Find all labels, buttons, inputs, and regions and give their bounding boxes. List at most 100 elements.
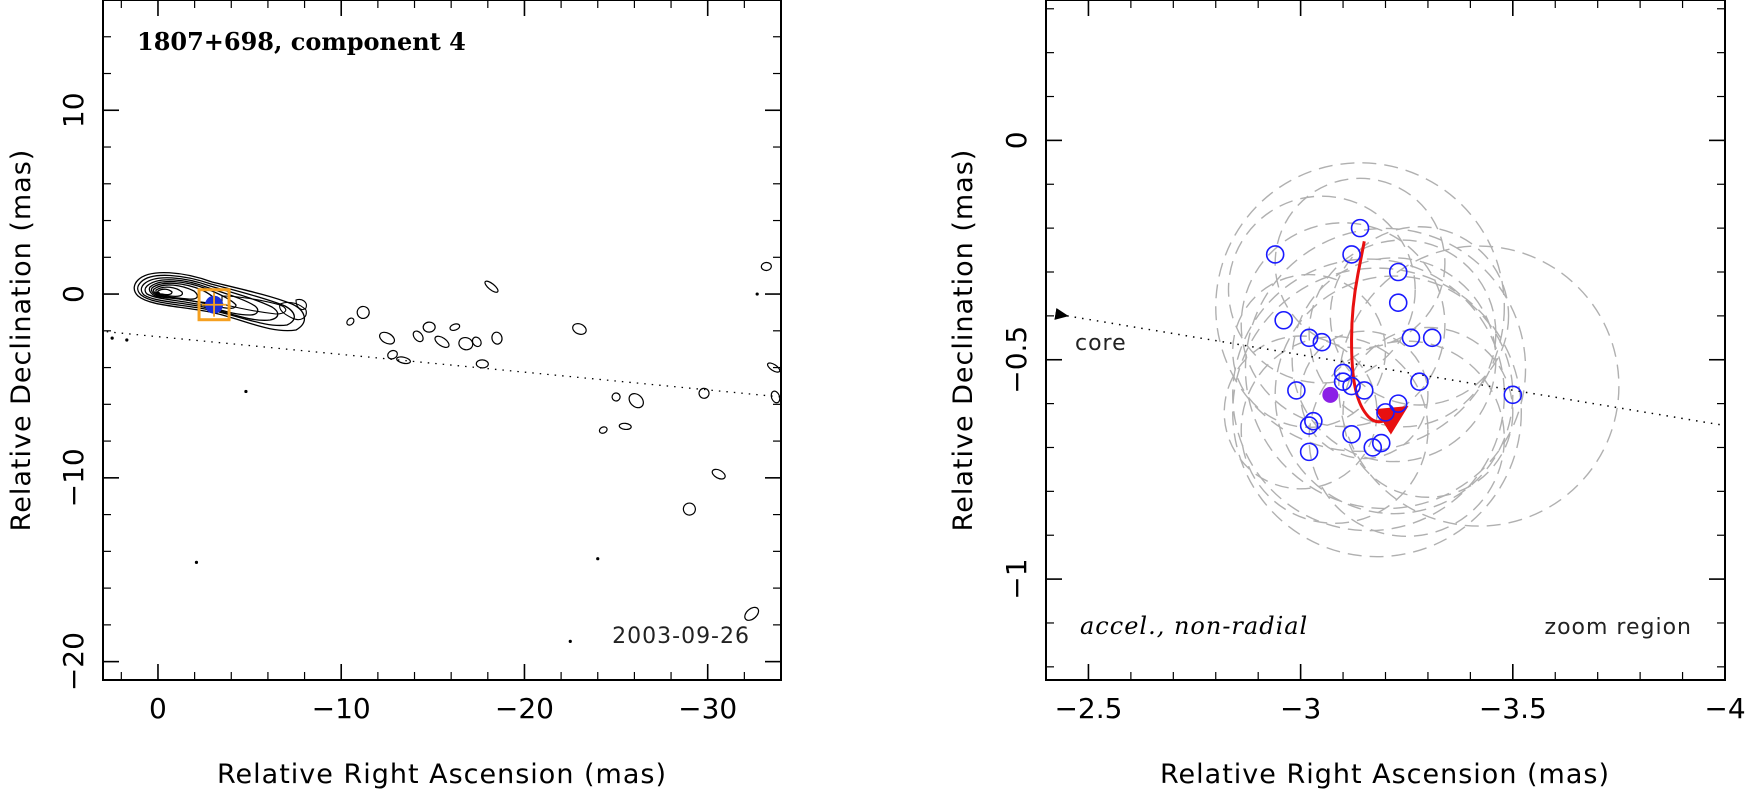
uncertainty-circle xyxy=(1227,195,1416,384)
component-position-point xyxy=(1376,403,1395,422)
x-tick-label: −3.5 xyxy=(1479,692,1547,725)
contour-island xyxy=(449,323,461,332)
core-label: core xyxy=(1075,331,1127,356)
component-position-point xyxy=(1287,381,1306,400)
core-peak-dot xyxy=(155,291,161,297)
uncertainty-circle xyxy=(1240,335,1429,524)
jet-contour xyxy=(144,279,259,316)
component-position-point xyxy=(1503,385,1523,405)
component-position-point xyxy=(1354,381,1374,400)
contour-island xyxy=(396,356,411,365)
component-position-point xyxy=(1312,332,1332,352)
component-position-point xyxy=(1299,416,1319,435)
contour-island xyxy=(598,426,608,434)
right-panel: −2.5 −3 −3.5 −4 0 −0.5 −1 core accel., non-rad… xyxy=(948,0,1746,790)
component-position-point xyxy=(1342,245,1361,264)
jet-contour xyxy=(148,280,237,309)
component-position-point xyxy=(1388,262,1408,282)
left-panel-title: 1807+698, component 4 xyxy=(137,27,466,56)
contour-island xyxy=(770,390,781,404)
left-contour-islands xyxy=(346,261,781,621)
contour-island xyxy=(744,606,760,621)
contour-island xyxy=(434,335,450,349)
uncertainty-circles xyxy=(1215,162,1620,558)
jet-contour xyxy=(152,284,199,300)
y-tick-label: −10 xyxy=(57,448,90,507)
left-ticks: 0 −10 −20 −30 10 0 −10 −20 xyxy=(57,0,782,725)
contour-island xyxy=(346,317,355,326)
noise-dot xyxy=(568,639,572,644)
component-position-point xyxy=(1304,411,1323,431)
right-jet-axis xyxy=(1054,307,1725,427)
component-position-point xyxy=(1342,425,1361,444)
noise-dot xyxy=(194,560,199,564)
uncertainty-circle xyxy=(1308,239,1497,428)
contour-island xyxy=(356,305,370,320)
uncertainty-circle xyxy=(1244,227,1527,510)
component-highlight-box xyxy=(197,288,231,322)
left-noise-dots xyxy=(110,292,759,644)
uncertainty-circle xyxy=(1329,226,1510,406)
component-position-point xyxy=(1410,372,1429,391)
uncertainty-circle xyxy=(1232,267,1522,558)
contour-island xyxy=(475,359,489,369)
zoom-region-label: zoom region xyxy=(1545,615,1692,640)
x-tick-label: −10 xyxy=(312,692,371,725)
contour-island xyxy=(628,393,644,409)
contour-island xyxy=(682,502,696,516)
y-tick-label: 0 xyxy=(1000,131,1033,149)
contour-island xyxy=(458,336,474,351)
left-panel: 0 −10 −20 −30 10 0 −10 −20 xyxy=(6,0,782,790)
component-position-point xyxy=(1299,328,1319,348)
component-position-point xyxy=(1333,363,1353,383)
contour-island xyxy=(491,331,503,345)
noise-dot xyxy=(596,557,600,561)
jet-contour xyxy=(136,274,295,327)
noise-dot xyxy=(110,336,114,340)
component-position-point xyxy=(1265,245,1285,264)
x-tick-label: −4 xyxy=(1704,692,1745,725)
contour-island xyxy=(698,387,710,399)
uncertainty-circle xyxy=(1215,162,1506,453)
uncertainty-circle xyxy=(1291,257,1497,463)
component-position-point xyxy=(1333,372,1353,391)
left-plot-frame xyxy=(102,0,782,681)
x-tick-label: −3 xyxy=(1280,692,1321,725)
x-tick-label: −20 xyxy=(495,692,554,725)
contour-island xyxy=(760,261,772,272)
jet-contour xyxy=(221,295,287,315)
left-contour-map xyxy=(133,271,307,332)
right-y-axis-title: Relative Declination (mas) xyxy=(948,149,979,532)
uncertainty-circle xyxy=(1274,275,1514,515)
x-tick-label: −2.5 xyxy=(1054,692,1122,725)
noise-dot xyxy=(244,389,248,394)
contour-island xyxy=(387,349,398,360)
uncertainty-circle xyxy=(1232,258,1506,532)
component-position-point xyxy=(1350,218,1370,238)
x-tick-label: 0 xyxy=(149,692,167,725)
trajectory-arrow xyxy=(1350,241,1409,435)
component-position-point xyxy=(1371,433,1391,453)
uncertainty-circle xyxy=(1308,340,1506,538)
jet-contour xyxy=(279,301,307,321)
uncertainty-circle xyxy=(1299,330,1429,460)
right-ticks: −2.5 −3 −3.5 −4 0 −0.5 −1 xyxy=(1000,0,1746,725)
contour-island xyxy=(766,362,781,373)
component-position-point xyxy=(1299,442,1319,462)
component-position-point xyxy=(1342,376,1361,396)
component-position-point xyxy=(1363,438,1383,457)
panel-type-label: accel., non-radial xyxy=(1080,612,1308,640)
uncertainty-circle xyxy=(1338,245,1620,527)
y-tick-label: −20 xyxy=(57,632,90,691)
uncertainty-circle xyxy=(1240,222,1446,428)
y-tick-label: −1 xyxy=(1000,558,1033,599)
contour-island xyxy=(611,392,621,402)
component-position-point xyxy=(1388,293,1408,313)
contour-island xyxy=(572,323,587,335)
jet-contour xyxy=(140,277,279,321)
right-x-axis-title: Relative Right Ascension (mas) xyxy=(1160,759,1610,790)
contour-island xyxy=(711,468,726,480)
contour-island xyxy=(484,280,499,293)
uncertainty-circle xyxy=(1342,326,1514,498)
